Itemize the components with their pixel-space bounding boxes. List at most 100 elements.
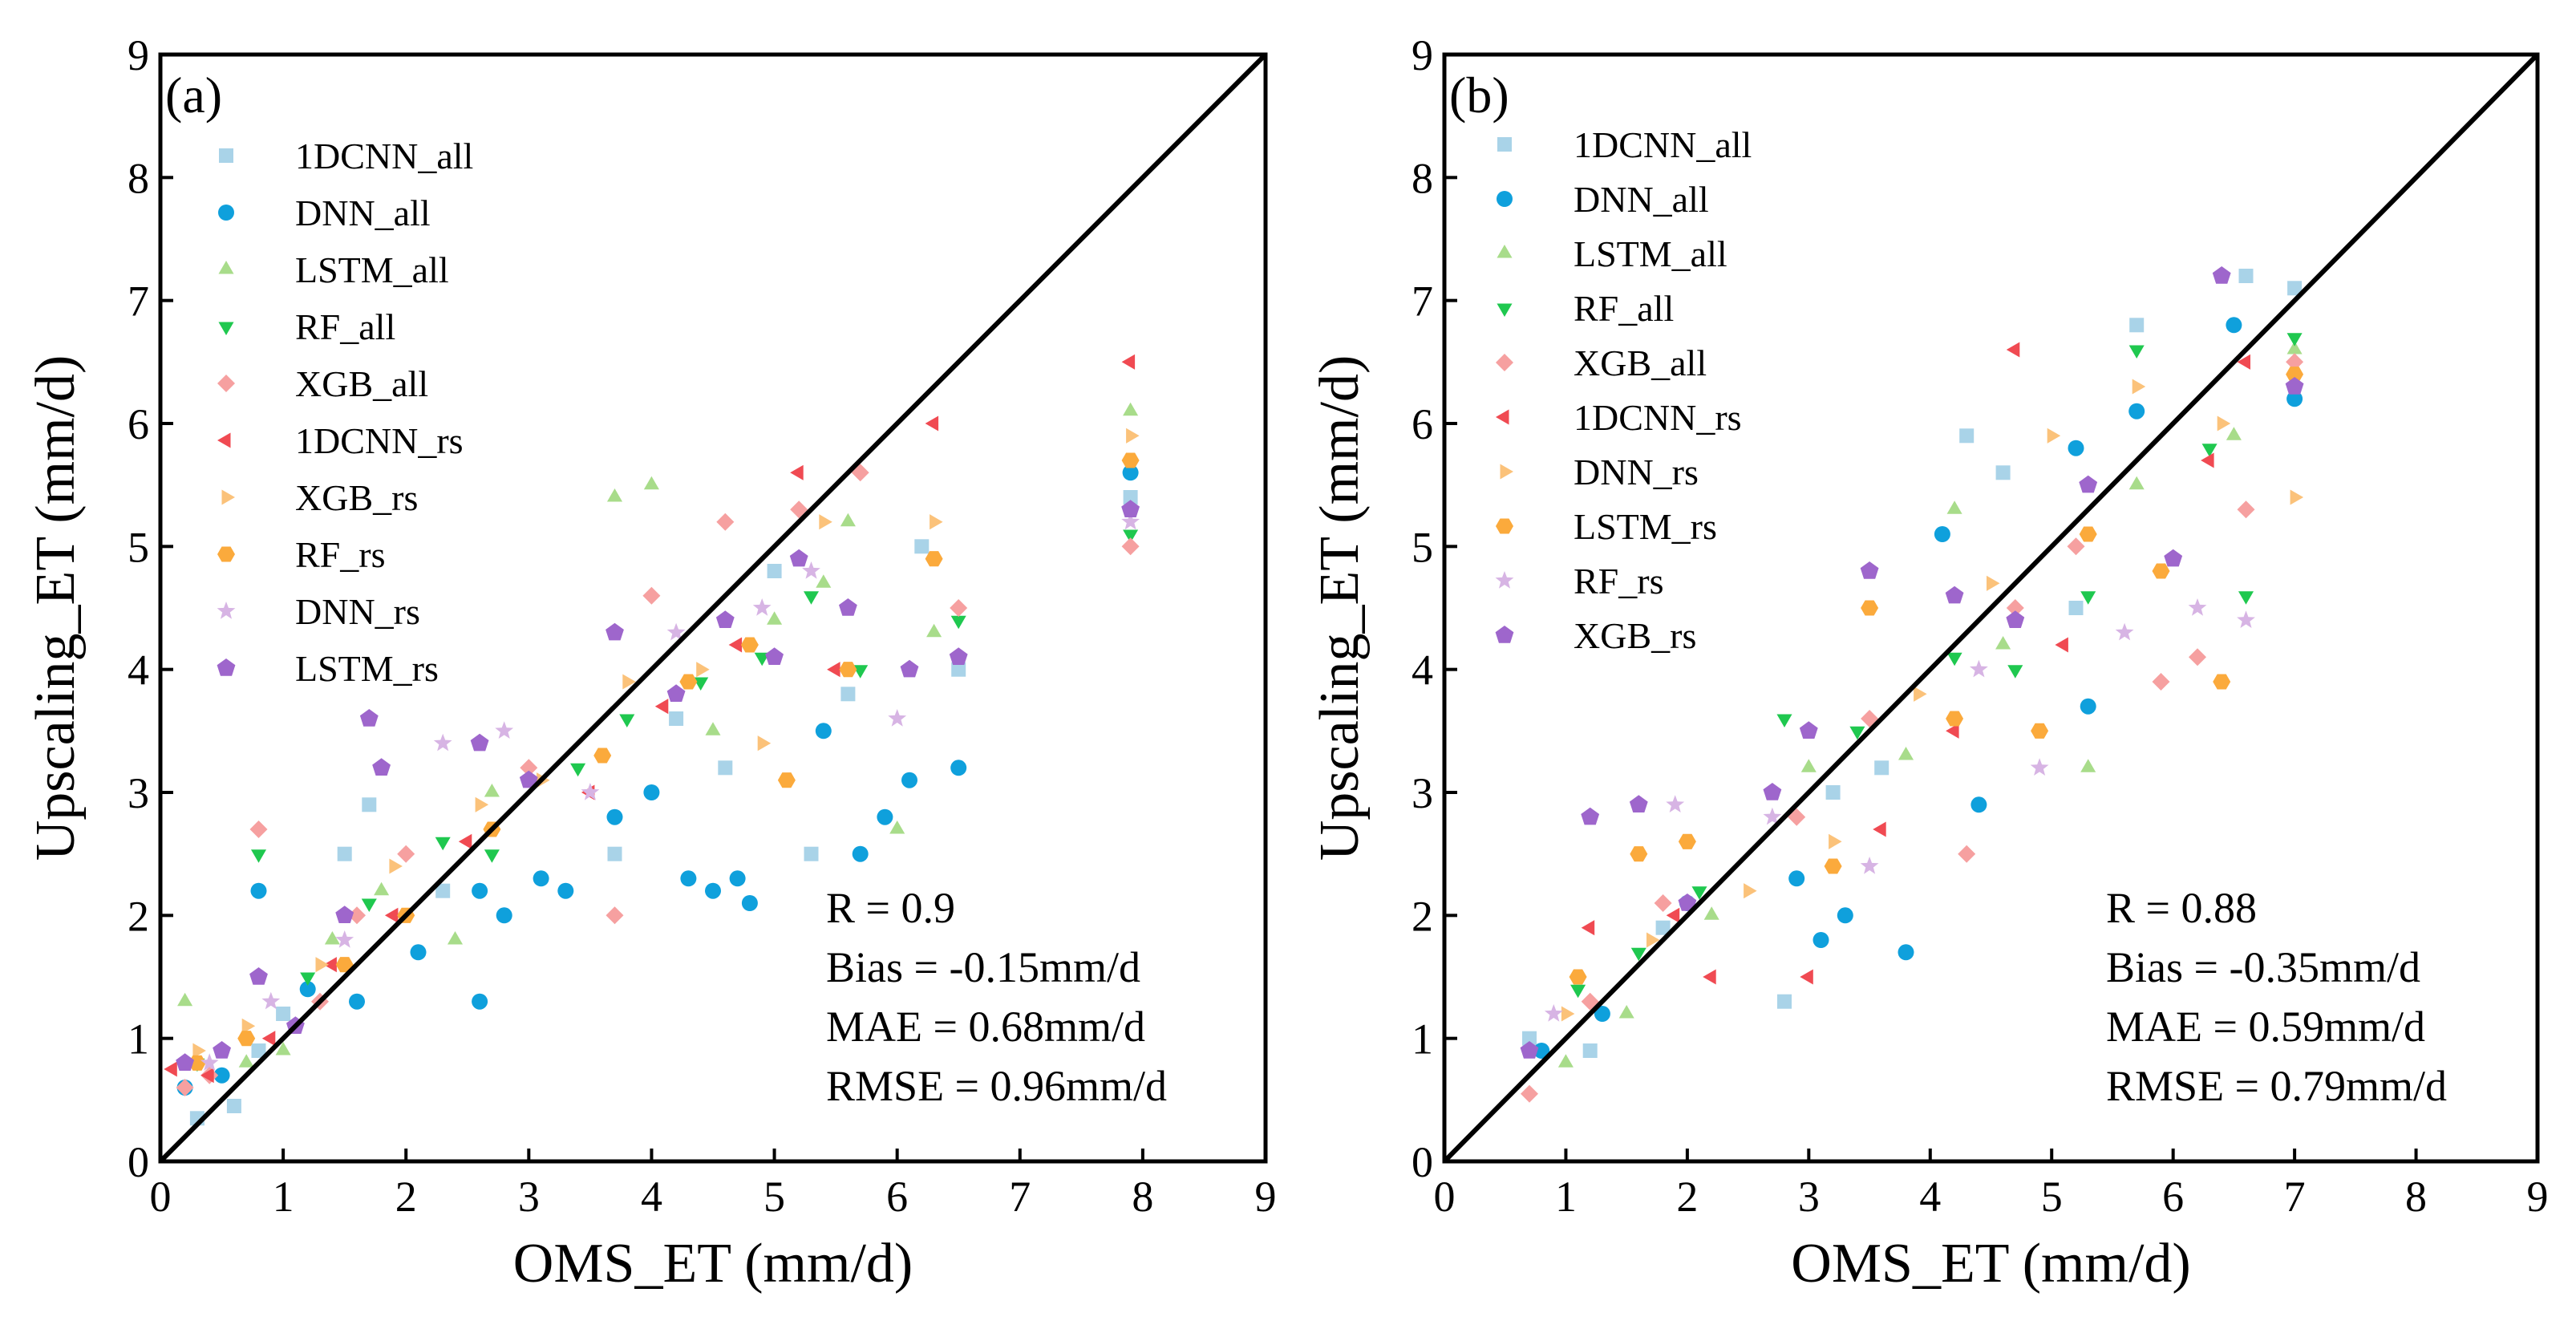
panel-a-point-1dcnn-rs-7: [654, 699, 669, 715]
panel-a-point-dnn-all-20: [901, 772, 917, 788]
panel-b-point-xgb-rs-8: [2006, 610, 2025, 629]
panel-b-point-xgb-all-3: [1788, 808, 1806, 826]
panel-a-point-lstm-rs-14: [838, 598, 857, 616]
panel-a-point-rf-all-5: [484, 849, 500, 863]
panel-a-point-xgb-all-12: [950, 599, 968, 617]
panel-b-point-xgb-rs-4: [1763, 783, 1782, 800]
panel-a-point-xgb-all-10: [790, 500, 808, 519]
panel-b-stats: R = 0.88 Bias = -0.35mm/d MAE = 0.59mm/d…: [2106, 884, 2447, 1110]
panel-a-legend-marker-1dcnn-all: [219, 148, 233, 163]
panel-a-point-xgb-all-0: [176, 1079, 194, 1096]
panel-a-point-lstm-all-5: [447, 931, 464, 945]
panel-b-point-lstm-rs-1: [1630, 846, 1648, 862]
panel-a-point-xgb-rs-3: [389, 858, 403, 874]
panel-a-point-lstm-all-12: [840, 513, 856, 527]
panel-a-point-dnn-all-14: [705, 882, 721, 899]
panel-a-point-1dcnn-all-8: [669, 711, 684, 726]
panel-a-point-1dcnn-all-3: [276, 1007, 291, 1021]
panel-a-point-1dcnn-all-1: [226, 1099, 241, 1113]
panel-b-point-rf-rs-1: [1666, 795, 1685, 813]
panel-b-legend-marker-rf-all: [1497, 303, 1513, 317]
panel-a-point-dnn-rs-4: [495, 721, 514, 739]
panel-a-point-lstm-rs-1: [213, 1041, 232, 1059]
panel-b-point-xgb-all-5: [1958, 845, 1976, 863]
panel-a-point-lstm-rs-7: [470, 733, 489, 752]
panel-a-point-dnn-all-16: [741, 895, 758, 911]
panel-a-ylabel: Upscaling_ET (mm/d): [25, 355, 87, 861]
panel-a-point-lstm-all-7: [606, 488, 623, 502]
panel-a-xtick-label: 6: [886, 1173, 908, 1221]
panel-a-point-dnn-all-17: [815, 723, 832, 739]
panel-a-point-rf-rs-6: [679, 674, 698, 690]
panel-a-stat-rmse: RMSE = 0.96mm/d: [826, 1062, 1167, 1110]
panel-b-point-lstm-all-1: [1618, 1005, 1634, 1019]
panel-b-point-lstm-all-5: [1946, 500, 1962, 514]
panel-a-point-rf-rs-7: [740, 637, 759, 653]
panel-a-point-xgb-rs-11: [1126, 427, 1140, 444]
panel-a-legend-label: XGB_all: [295, 363, 428, 404]
panel-b-point-dnn-all-9: [2068, 440, 2084, 456]
panel-b-point-1dcnn-all-5: [1874, 760, 1889, 776]
panel-b-point-1dcnn-rs-8: [2201, 452, 2214, 468]
panel-a-ytick-label: 0: [128, 1138, 149, 1186]
panel-a-point-xgb-all-5: [397, 845, 415, 863]
panel-b-legend-label: DNN_rs: [1574, 452, 1699, 492]
panel-a-point-dnn-all-22: [1122, 464, 1139, 481]
panel-b-point-dnn-rs-7: [2132, 379, 2146, 395]
panel-a-point-xgb-all-9: [716, 513, 735, 531]
panel-b-point-1dcnn-rs-4: [1873, 821, 1886, 837]
panel-b-point-dnn-all-5: [1837, 907, 1853, 924]
panel-a-point-lstm-rs-6: [372, 758, 391, 776]
panel-a-point-rf-rs-9: [839, 662, 857, 678]
panel-a-point-rf-all-10: [803, 591, 820, 605]
panel-a-xtick-label: 9: [1255, 1173, 1277, 1221]
panel-b-point-lstm-rs-8: [2152, 563, 2170, 579]
panel-a-legend-label: LSTM_rs: [295, 648, 439, 689]
panel-b-point-lstm-all-0: [1557, 1054, 1574, 1068]
panel-b-point-1dcnn-rs-5: [1946, 723, 1959, 739]
panel-b-ytick-label: 1: [1412, 1015, 1433, 1064]
panel-a-xtick-label: 0: [150, 1173, 172, 1221]
panel-a-point-lstm-all-13: [889, 820, 905, 834]
panel-a-point-1dcnn-all-14: [951, 662, 966, 677]
panel-b-point-1dcnn-all-3: [1777, 994, 1792, 1009]
panel-a-point-rf-all-1: [250, 849, 267, 863]
panel-a-point-lstm-all-15: [1123, 402, 1139, 416]
panel-b-point-dnn-rs-1: [1646, 932, 1660, 948]
panel-a-legend-label: DNN_rs: [295, 591, 420, 632]
panel-a-point-rf-all-3: [361, 898, 377, 912]
panel-b-point-dnn-all-3: [1788, 870, 1805, 887]
panel-a-point-lstm-rs-8: [519, 770, 538, 788]
panel-a-point-dnn-rs-9: [888, 709, 907, 727]
panel-a-point-xgb-all-8: [642, 586, 661, 605]
panel-b-point-1dcnn-rs-9: [2237, 354, 2250, 370]
panel-b-point-lstm-all-9: [2226, 427, 2242, 440]
panel-a-point-rf-rs-10: [925, 551, 943, 567]
panel-b-legend-label: RF_all: [1574, 288, 1674, 329]
panel-b-point-rf-rs-5: [2030, 758, 2049, 776]
panel-a-point-lstm-all-8: [643, 476, 659, 490]
panel-a-point-1dcnn-all-5: [362, 797, 377, 812]
panel-a-point-xgb-all-13: [1121, 537, 1140, 556]
panel-b-point-xgb-rs-10: [2164, 549, 2183, 567]
panel-a-point-dnn-all-21: [950, 760, 967, 776]
panel-a-point-rf-all-2: [300, 972, 316, 986]
panel-a-point-dnn-rs-6: [666, 622, 686, 641]
panel-a-point-rf-all-12: [950, 615, 966, 630]
panel-b-point-lstm-rs-7: [2079, 526, 2097, 542]
panel-b-point-1dcnn-all-7: [1995, 465, 2011, 480]
panel-a-point-1dcnn-rs-9: [790, 464, 804, 480]
panel-a-point-dnn-rs-5: [581, 783, 600, 800]
panel-b-xtick-label: 8: [2405, 1173, 2427, 1221]
panel-a-point-1dcnn-all-12: [840, 687, 856, 702]
panel-b-legend-marker-lstm-all: [1497, 245, 1513, 258]
panel-b-legend-marker-xgb-rs: [1495, 626, 1514, 643]
panel-a-point-xgb-all-4: [348, 906, 366, 925]
panel-a-xtick-label: 3: [518, 1173, 540, 1221]
panel-b-stat-r: R = 0.88: [2106, 884, 2257, 932]
panel-a-one-to-one-line: [158, 52, 1268, 1164]
panel-a-label: (a): [165, 67, 222, 124]
panel-b-xtick-label: 0: [1434, 1173, 1456, 1221]
panel-a-point-dnn-rs-0: [200, 1053, 219, 1072]
